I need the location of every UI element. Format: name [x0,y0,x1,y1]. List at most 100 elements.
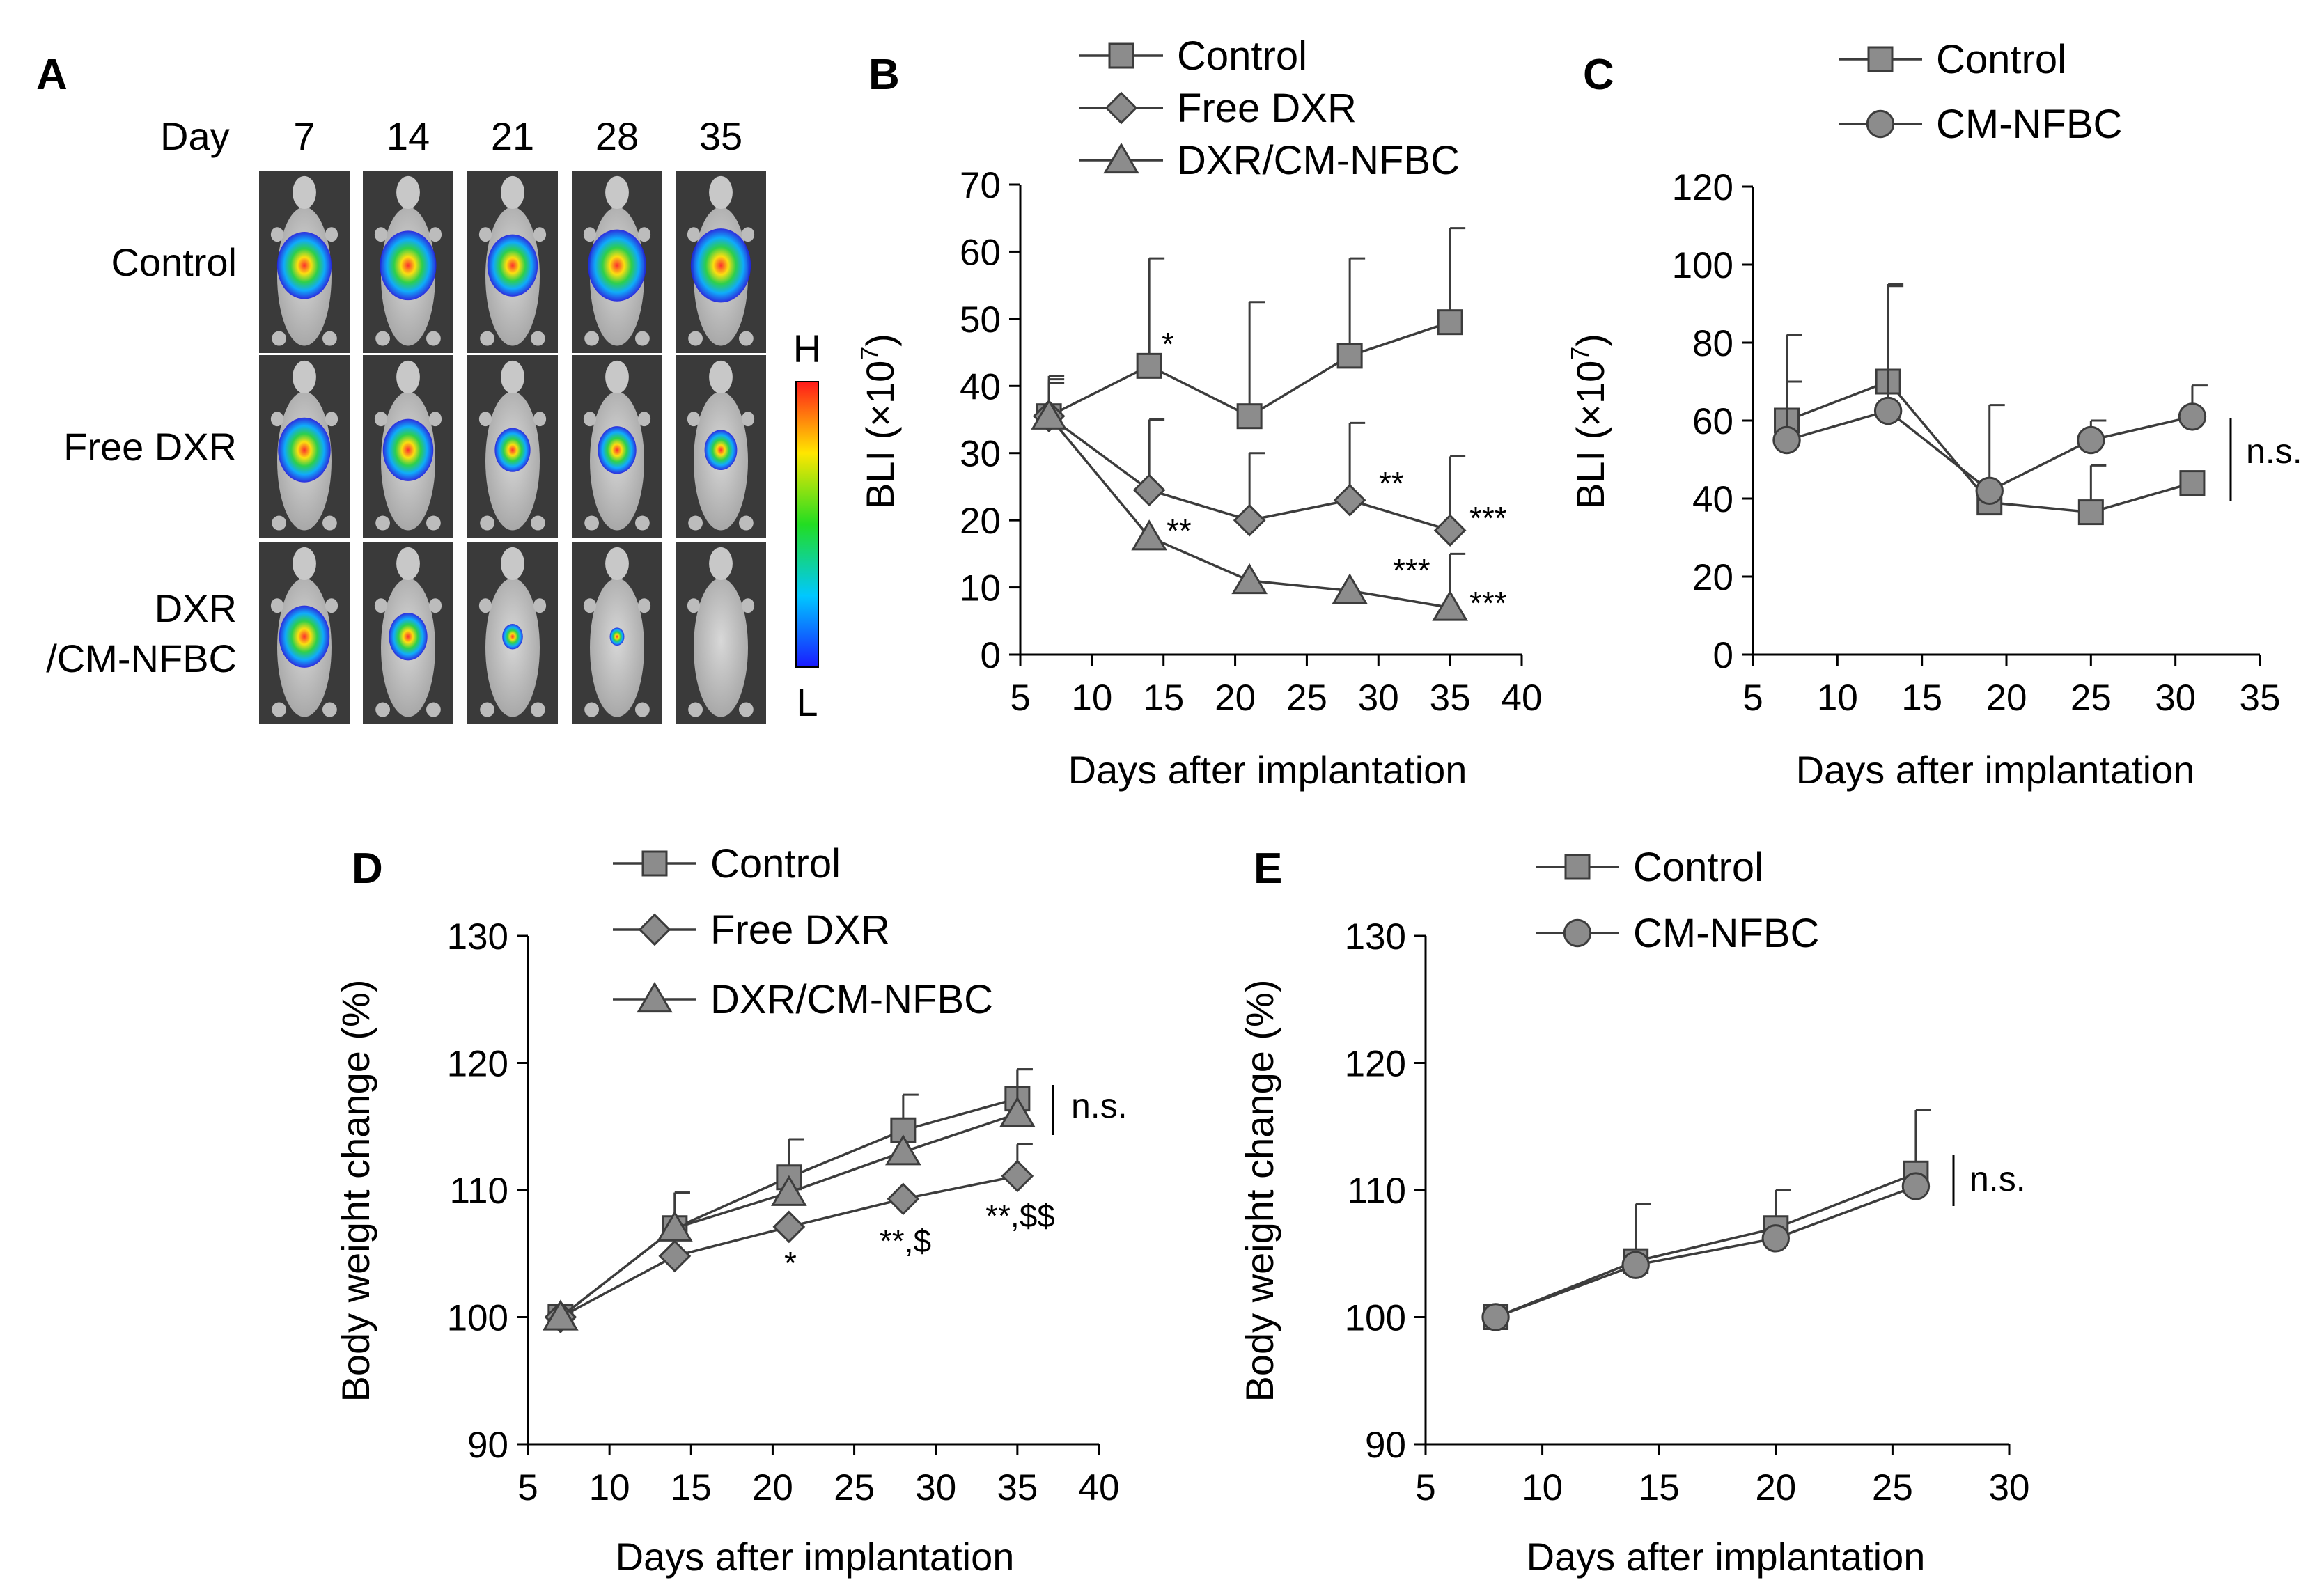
mouse-head [605,547,629,581]
x-tick-label: 5 [1415,1467,1435,1508]
significance-star: *** [1393,552,1430,588]
panel-letter-b: B [868,51,900,99]
mouse-image [572,542,662,724]
data-point [1621,1251,1650,1279]
mouse-hindlimb [322,331,337,346]
mouse-hindlimb [272,515,286,531]
y-tick-label: 110 [1348,1171,1407,1212]
color-scale-low: L [796,680,818,724]
luminescence-signal [704,430,738,471]
data-point [999,1096,1036,1127]
data-point [771,1175,807,1206]
chart-b: B 0 10 20 30 40 50 60 70 5 10 15 20 25 30 35 40 Days afte… [855,33,1542,792]
mouse-head [501,175,524,210]
x-tick-label: 25 [834,1467,875,1508]
mouse-forelimb [428,598,442,613]
mouse-head [501,547,524,581]
mouse-forelimb [533,412,547,427]
mouse-image [676,542,766,724]
mouse-hindlimb [375,702,390,717]
significance-star: ** [1379,465,1404,501]
y-axis-title-part: ×10 [858,361,902,427]
luminescence-signal [389,613,428,661]
y-tick-label: 50 [960,299,1001,341]
x-tick-label: 35 [997,1467,1038,1508]
series-line [559,1097,1018,1318]
data-point [1873,396,1903,425]
x-tick-label: 35 [2240,678,2281,719]
mouse-hindlimb [375,331,390,346]
mouse-forelimb [325,598,338,613]
luminescence-signal [598,426,637,474]
data-point [2077,425,2105,455]
mouse-image [467,542,558,724]
data-point [885,1134,921,1166]
data-point [543,1299,579,1331]
day-column-label: 7 [293,114,315,158]
color-scale-bar [795,381,819,668]
mouse-head [293,360,316,394]
mouse-head [709,360,733,394]
mouse-forelimb [687,412,701,427]
mouse-forelimb [270,412,284,427]
data-point [1332,573,1368,604]
series-dxr-cm-nfbc [543,1068,1036,1331]
y-axis-title: Body weight change (%) [1238,979,1281,1402]
luminescence-signal [588,229,646,302]
x-tick-label: 15 [1901,678,1942,719]
mouse-forelimb [374,412,388,427]
mouse-head [293,547,316,581]
y-tick-label: 20 [960,501,1001,542]
mouse-forelimb [741,598,755,613]
mouse-image [363,171,453,353]
day-column-label: 35 [699,114,742,158]
mouse-head [501,360,524,394]
panel-a: A Day 7 14 21 28 35 Control Free DXR DXR/CM-NFBC H… [36,51,821,724]
y-tick-label: 100 [1672,245,1733,286]
data-point [1433,514,1467,547]
y-tick-label: 60 [960,232,1001,273]
day-column-label: 28 [595,114,639,158]
x-tick-label: 10 [1817,678,1858,719]
mouse-forelimb [428,227,442,242]
data-point [2179,470,2206,496]
row-label: Control [111,240,237,284]
x-axis-title: Days after implantation [1796,748,2195,792]
significance-star: * [1162,326,1174,362]
data-point [1233,503,1266,537]
data-point [1432,590,1468,621]
mouse-hindlimb [426,515,441,531]
data-point [1901,1172,1931,1200]
chart-e: E 90 100 110 120 130 5 10 15 20 25 30 Days after imp… [1238,845,2029,1579]
y-axis-title: Body weight change (%) [334,979,377,1402]
mouse-forelimb [583,412,597,427]
x-tick-label: 5 [1742,678,1763,719]
x-axis-title: Days after implantation [616,1535,1015,1579]
data-point [1231,563,1268,595]
mouse-hindlimb [272,702,286,717]
x-tick-label: 10 [1522,1467,1563,1508]
legend-marker [1867,46,1894,72]
legend-marker [1103,142,1139,174]
series-line [1495,1184,1917,1319]
data-point [2077,499,2104,526]
y-tick-label: 110 [450,1171,509,1212]
x-tick-label: 15 [671,1467,712,1508]
legend-label: Control [1177,33,1307,79]
data-point [1031,398,1067,430]
mouse-forelimb [741,412,755,427]
mouse-hindlimb [531,331,545,346]
data-point [658,1239,692,1273]
luminescence-signal [382,418,434,481]
mouse-forelimb [533,227,547,242]
legend-label: Control [1633,845,1763,890]
legend-marker [637,981,673,1013]
legend-label: Control [1936,37,2066,82]
mouse-hindlimb [688,515,703,531]
y-tick-label: 70 [960,165,1001,206]
luminescence-signal [279,605,330,668]
data-point [887,1182,920,1216]
x-tick-label: 40 [1079,1467,1120,1508]
y-axis-title-part: ) [858,334,902,347]
